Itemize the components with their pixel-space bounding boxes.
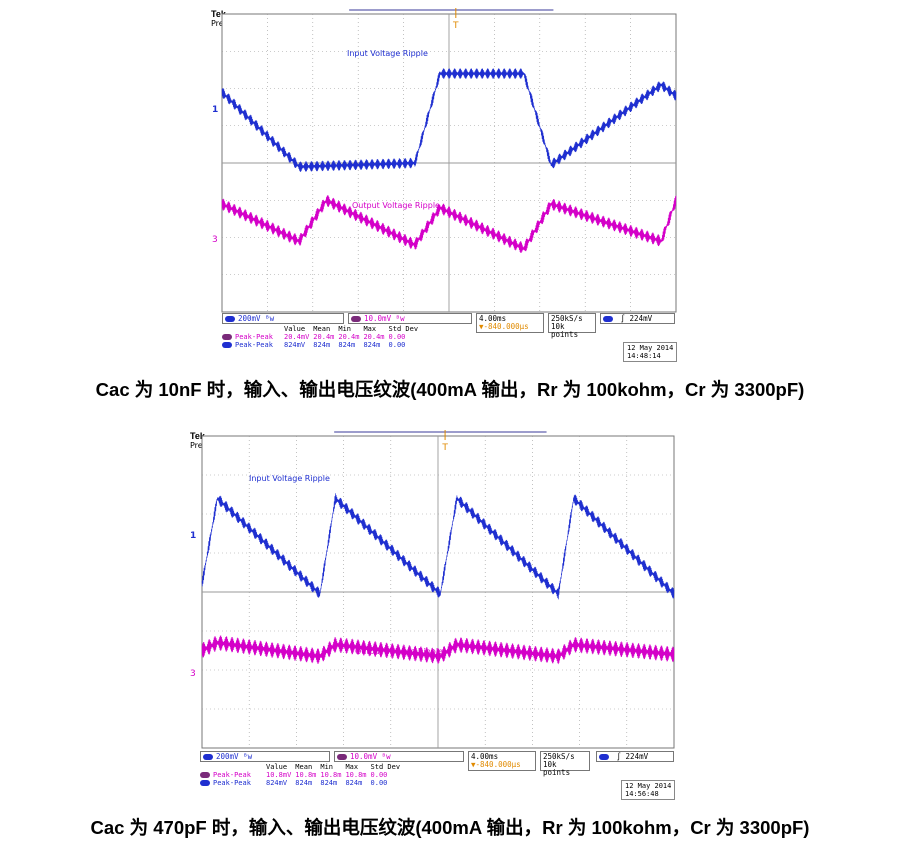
trigger-level: 224mV (629, 314, 653, 323)
trigger-ch-badge (603, 316, 613, 322)
ch1-ground-marker: 1 (212, 105, 218, 115)
scope-brand: Tek PreVu (190, 431, 213, 450)
measurement-table-1: Value Mean Min Max Std Dev Peak-Peak 20.… (222, 325, 422, 349)
capture-time: 14:56:48 (625, 790, 659, 798)
scope-plot-1: T 1 3 Input Voltage Ripple Output Voltage Ri… (212, 8, 677, 313)
measurement-row: Peak-Peak 824mV 824m 824m 824m 0.00 (222, 341, 422, 349)
ch1-scale-box: 200mV ᴮw (200, 751, 330, 762)
input-ripple-label: Input Voltage Ripple (249, 474, 330, 483)
delay-value: ▼-840.000µs (479, 322, 529, 331)
ch3-output-ripple-trace (221, 195, 677, 254)
scope-plot-2: T 1 3 Input Voltage Ripple Output Voltage Ri… (190, 430, 675, 749)
ch3-badge (351, 316, 361, 322)
acquisition-box: 250kS/s 10k points (540, 751, 590, 777)
trigger-ch-badge (599, 754, 609, 760)
trigger-slope-icon: ∫ (620, 314, 626, 323)
timebase-value: 4.00ms (479, 314, 507, 323)
trigger-box: ∫ 224mV (600, 313, 675, 324)
sample-rate: 250kS/s (543, 752, 575, 761)
timestamp-box: 12 May 2014 14:48:14 (623, 342, 678, 362)
timebase-value: 4.00ms (471, 752, 499, 761)
trigger-position-marker: T (441, 443, 448, 453)
ch3-scale-box: 10.0mV ᴮw (334, 751, 464, 762)
measurement-row: Peak-Peak 20.4mV 20.4m 20.4m 20.4m 0.00 (222, 333, 422, 341)
output-ripple-label: Output Voltage Ripple (355, 647, 443, 656)
record-length: 10k points (543, 760, 571, 777)
trigger-box: ∫ 224mV (596, 751, 674, 762)
timebase-box: 4.00ms ▼-840.000µs (476, 313, 544, 333)
capture-date: 12 May 2014 (627, 344, 674, 352)
ch3-badge (337, 754, 347, 760)
acquisition-box: 250kS/s 10k points (548, 313, 596, 339)
timebase-box: 4.00ms ▼-840.000µs (468, 751, 536, 771)
ch1-input-ripple-trace (201, 493, 675, 600)
timestamp-box: 12 May 2014 14:56:48 (621, 780, 676, 800)
capture-date: 12 May 2014 (625, 782, 672, 790)
caption-1: Cac 为 10nF 时，输入、输出电压纹波(400mA 输出，Rr 为 100… (95, 379, 805, 400)
ch1-ground-marker: 1 (190, 531, 196, 541)
measurement-row: Peak-Peak 10.8mV 10.8m 10.8m 10.8m 0.00 (200, 771, 404, 779)
ch3-output-ripple-trace (201, 635, 675, 665)
trigger-slope-icon: ∫ (616, 752, 622, 761)
measurement-row: Peak-Peak 824mV 824m 824m 824m 0.00 (200, 779, 404, 787)
sample-rate: 250kS/s (551, 314, 583, 323)
caption-2: Cac 为 470pF 时，输入、输出电压纹波(400mA 输出，Rr 为 10… (90, 817, 810, 838)
ch1-input-ripple-trace (221, 68, 677, 172)
input-ripple-label: Input Voltage Ripple (347, 49, 428, 58)
record-length: 10k points (551, 322, 579, 339)
delay-value: ▼-840.000µs (471, 760, 521, 769)
trigger-level: 224mV (625, 752, 649, 761)
ch1-badge (225, 316, 235, 322)
trigger-position-marker: T (452, 21, 459, 31)
capture-time: 14:48:14 (627, 352, 661, 360)
ch3-ground-marker: 3 (212, 235, 218, 245)
output-ripple-label: Output Voltage Ripple (352, 201, 440, 210)
ch1-badge (203, 754, 213, 760)
ch3-scale-box: 10.0mV ᴮw (348, 313, 472, 324)
ch3-ground-marker: 3 (190, 669, 196, 679)
ch1-scale-box: 200mV ᴮw (222, 313, 344, 324)
measurement-table-2: Value Mean Min Max Std Dev Peak-Peak 10.… (200, 763, 404, 787)
